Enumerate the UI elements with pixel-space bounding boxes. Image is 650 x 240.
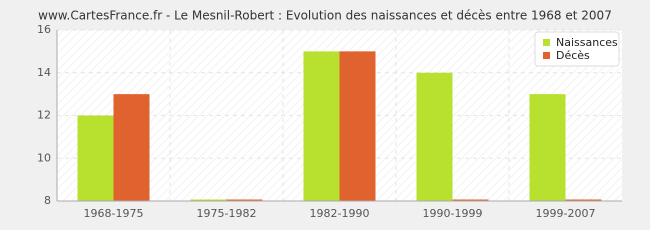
bar [416,72,453,201]
bar [77,115,114,201]
y-tick-label: 16 [37,23,51,36]
y-tick-label: 8 [44,194,51,207]
x-tick-label: 1968-1975 [84,207,144,220]
chart-title: www.CartesFrance.fr - Le Mesnil-Robert :… [38,9,612,23]
bar [113,94,150,201]
y-tick-label: 14 [37,66,51,79]
bar [339,51,376,201]
bar [226,199,263,201]
x-tick-label: 1999-2007 [536,207,596,220]
x-tick-label: 1975-1982 [197,207,257,220]
legend-label: Naissances [556,36,618,49]
legend-swatch [543,39,550,46]
legend-label: Décès [556,49,590,62]
bar [303,51,340,201]
y-tick-label: 10 [37,151,51,164]
chart: www.CartesFrance.fr - Le Mesnil-Robert :… [0,0,650,230]
y-tick-label: 12 [37,109,51,122]
bar [529,94,566,201]
x-tick-label: 1982-1990 [310,207,370,220]
legend-box [534,31,620,67]
bar [190,199,227,201]
legend-swatch [543,52,550,59]
bar [452,199,489,201]
bar [565,199,602,201]
x-tick-label: 1990-1999 [423,207,483,220]
